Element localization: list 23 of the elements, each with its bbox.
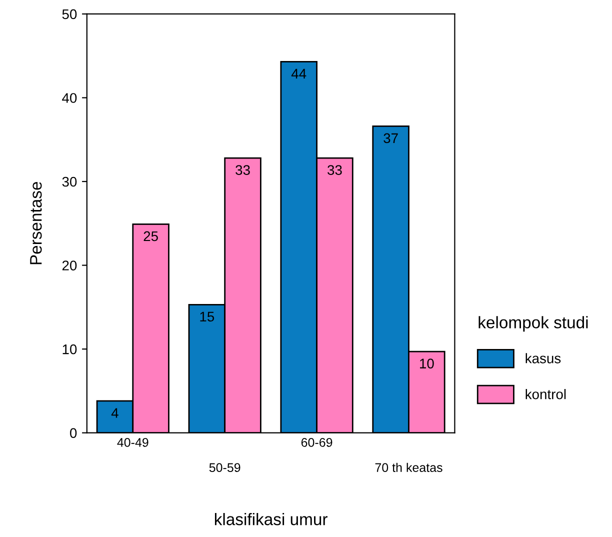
- data-label: 25: [144, 231, 158, 242]
- data-label: 44: [291, 68, 306, 78]
- y-axis-title: Persentase: [30, 182, 42, 264]
- x-tick-label: 60-69: [301, 438, 332, 447]
- y-tick-label: 50: [62, 9, 77, 20]
- data-label: 37: [384, 133, 398, 144]
- data-label: 33: [328, 165, 342, 175]
- y-tick-label: 40: [62, 93, 77, 103]
- data-label: 33: [236, 165, 250, 175]
- y-tick-label: 0: [70, 428, 77, 438]
- x-axis-title: klasifikasi umur: [214, 513, 328, 526]
- y-tick-label: 10: [62, 344, 77, 354]
- x-tick-label: 40-49: [117, 438, 148, 447]
- data-label: 4: [111, 408, 118, 418]
- x-tick-label: 50-59: [209, 463, 240, 472]
- data-label: 10: [420, 358, 434, 368]
- legend-label: kasus: [526, 353, 561, 364]
- x-tick-label: 70 th keatas: [375, 462, 442, 472]
- legend-label: kontrol: [526, 389, 566, 400]
- legend-title: kelompok studi: [478, 316, 588, 332]
- y-tick-label: 30: [62, 176, 77, 187]
- y-tick-label: 20: [62, 260, 77, 270]
- data-label: 15: [200, 312, 214, 322]
